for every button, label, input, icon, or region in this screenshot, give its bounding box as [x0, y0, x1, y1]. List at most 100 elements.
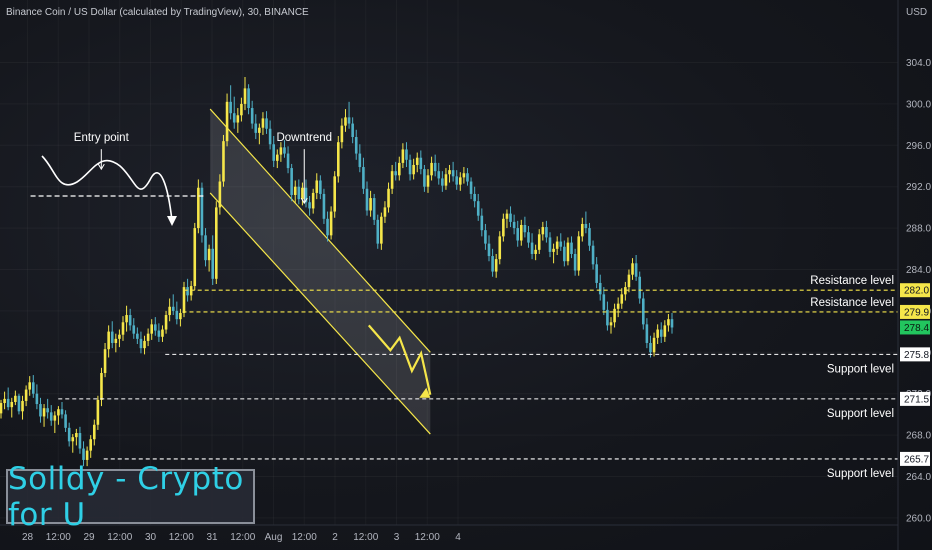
candle: [530, 233, 534, 260]
candle: [67, 422, 71, 447]
candle: [455, 170, 459, 190]
candle: [509, 206, 512, 228]
candle: [107, 325, 110, 358]
candle: [3, 391, 6, 410]
candle-body: [476, 201, 480, 216]
candle: [232, 96, 236, 129]
candle: [609, 317, 613, 334]
candle-body: [505, 213, 509, 219]
candle: [448, 164, 451, 183]
candle: [484, 223, 487, 250]
candle-body: [466, 173, 469, 182]
candle-body: [315, 180, 319, 193]
candle: [301, 182, 304, 206]
candle-body: [534, 249, 537, 254]
candle-body: [606, 309, 609, 326]
candle-body: [649, 342, 652, 353]
y-tick-label: 292.0: [906, 182, 931, 193]
price-label-text: 275.8: [904, 350, 929, 361]
candle: [265, 111, 268, 134]
candle-body: [10, 401, 14, 408]
candle-body: [358, 153, 362, 168]
candle-body: [670, 319, 674, 328]
candle-body: [24, 389, 28, 401]
candle: [175, 301, 179, 325]
x-tick-label: 12:00: [353, 532, 378, 543]
candle-body: [376, 219, 380, 244]
candle-body: [171, 306, 175, 311]
candle: [336, 135, 340, 183]
y-tick-label: 304.0: [906, 58, 931, 69]
candle: [444, 168, 448, 190]
candle-body: [107, 331, 110, 350]
candle-body: [645, 324, 649, 343]
price-label: 278.4: [900, 320, 930, 335]
candle: [548, 232, 552, 258]
candle: [667, 314, 670, 332]
candle-body: [125, 315, 128, 323]
price-label: 271.5: [900, 391, 930, 406]
candle-body: [92, 424, 96, 440]
candle-body: [3, 398, 6, 404]
y-tick-label: 288.0: [906, 224, 931, 235]
candle: [333, 171, 337, 218]
candle: [136, 327, 139, 345]
candle-body: [0, 403, 3, 414]
price-label-text: 265.7: [904, 454, 929, 465]
candle-body: [555, 241, 559, 249]
candle: [326, 211, 329, 242]
candle-body: [394, 171, 398, 176]
price-label-bg: [900, 451, 930, 466]
candle-body: [333, 176, 337, 212]
levels: Resistance level Resistance level Support …: [30, 195, 898, 480]
candle-body: [258, 127, 261, 133]
candle: [380, 212, 383, 250]
candle-body: [275, 154, 279, 161]
candles: [0, 76, 674, 467]
candle-body: [31, 382, 35, 394]
candle: [319, 175, 322, 200]
candle-body: [408, 159, 412, 175]
candle-body: [541, 227, 545, 235]
candle: [82, 441, 85, 467]
candle: [563, 240, 566, 267]
candle-body: [620, 294, 624, 304]
candle: [663, 320, 667, 342]
candle-body: [577, 236, 581, 271]
candle: [534, 244, 537, 261]
candle-body: [401, 149, 405, 163]
candle: [390, 164, 394, 194]
candle-body: [462, 173, 466, 178]
candle-body: [290, 168, 293, 195]
candle: [10, 397, 14, 418]
candle: [164, 310, 168, 334]
candle: [502, 213, 505, 242]
candle-body: [491, 256, 494, 272]
candle: [17, 393, 21, 415]
candle: [505, 209, 509, 229]
candle: [71, 434, 75, 453]
candle-body: [164, 315, 168, 330]
level-label: Support level: [827, 363, 894, 375]
candle-body: [365, 188, 369, 211]
candle: [315, 173, 319, 200]
candle: [659, 322, 663, 343]
candle: [487, 235, 491, 262]
entry-curve-arrowhead: [167, 216, 177, 226]
candle: [631, 258, 634, 280]
price-label: 279.9: [900, 304, 930, 319]
candle: [523, 216, 527, 238]
candle: [286, 146, 290, 174]
candle: [225, 93, 229, 147]
candle-body: [214, 207, 218, 279]
candle-body: [613, 308, 616, 323]
candle: [92, 419, 96, 446]
candle-body: [207, 248, 211, 261]
candle: [128, 308, 132, 331]
candle-body: [243, 88, 247, 104]
candle: [290, 163, 293, 202]
candle: [394, 161, 398, 181]
candle: [624, 281, 627, 301]
candle: [240, 97, 243, 122]
candle: [344, 109, 347, 132]
